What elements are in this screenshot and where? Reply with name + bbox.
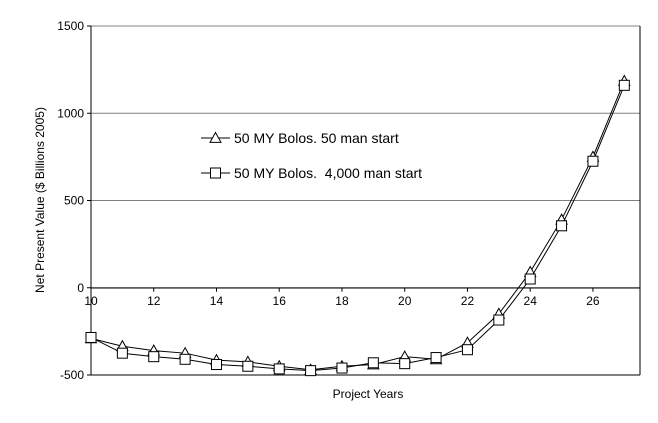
legend-label: 50 MY Bolos. 4,000 man start [234,165,422,181]
x-tick-label-8: 26 [586,294,600,308]
legend-entry-triangle: 50 MY Bolos. 50 man start [201,130,399,146]
data-series [84,74,631,377]
point-square-18 [336,362,348,374]
x-tick-label-4: 18 [335,294,349,308]
point-square-15 [242,360,254,372]
x-tick-label-1: 12 [147,294,161,308]
point-square-13 [179,353,191,365]
point-square-17 [305,365,317,377]
legend-marker-triangle [209,131,222,143]
point-square-19 [367,357,379,369]
axis-ticks: -500 0 500 1000 1500 10 12 14 16 18 20 22 24 26 [57,19,600,382]
y-tick-label-3: 1000 [57,106,84,120]
point-square-25 [556,220,568,232]
y-axis-title: Net Present Value ($ Billions 2005) [33,107,47,293]
y-tick-label-2: 500 [64,194,84,208]
series-triangle [84,74,631,375]
legend-marker-square [210,167,221,179]
series-square [85,79,630,377]
y-tick-label-1: 0 [77,281,84,295]
y-tick-label-0: -500 [60,368,84,382]
point-square-10 [85,331,97,343]
x-tick-label-2: 14 [210,294,224,308]
point-square-11 [116,347,128,359]
point-square-26 [587,155,599,167]
y-tick-label-4: 1500 [57,19,84,33]
point-square-21 [430,352,442,364]
point-square-23 [493,314,505,326]
x-tick-label-3: 16 [273,294,287,308]
x-axis-title: Project Years [333,387,404,401]
point-square-27 [618,79,630,91]
point-square-22 [461,344,473,356]
gridlines [91,25,640,376]
series-line-triangle [90,80,625,371]
series-line-square [90,85,625,372]
legend-label: 50 MY Bolos. 50 man start [234,130,399,146]
point-square-24 [524,273,536,285]
legend-entry-square: 50 MY Bolos. 4,000 man start [201,165,422,181]
x-tick-label-5: 20 [398,294,412,308]
x-tick-label-6: 22 [461,294,475,308]
x-tick-label-0: 10 [84,294,98,308]
point-square-16 [273,363,285,375]
point-square-20 [399,358,411,370]
point-square-12 [148,351,160,363]
point-square-14 [210,359,222,371]
x-tick-label-7: 24 [524,294,538,308]
legend: 50 MY Bolos. 50 man start 50 MY Bolos. 4,… [201,130,422,181]
